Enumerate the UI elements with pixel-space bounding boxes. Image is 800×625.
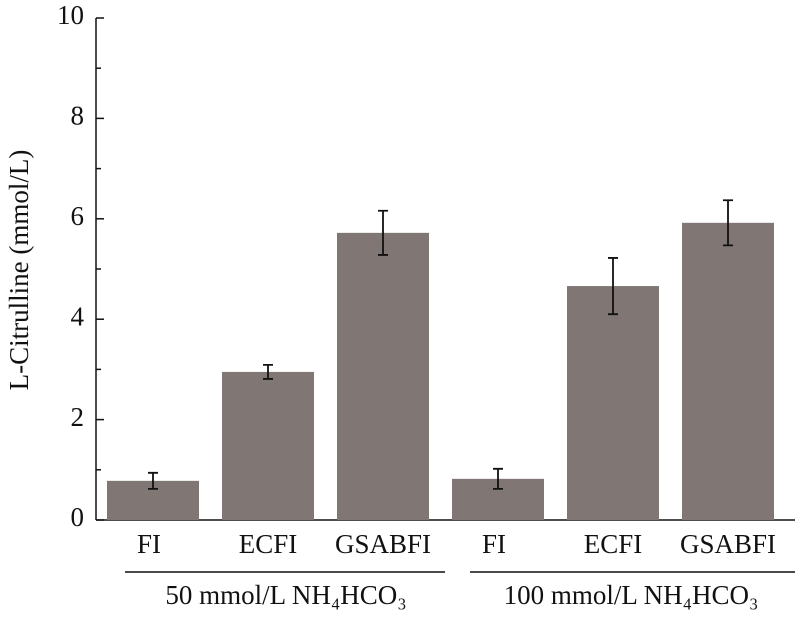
error-bar	[608, 257, 618, 316]
y-tick-label: 4	[71, 301, 85, 331]
y-axis-label: L-Citrulline (mmol/L)	[4, 150, 34, 391]
y-tick-label: 6	[71, 201, 85, 231]
group-label: 100 mmol/L NH₄HCO₃	[504, 580, 759, 610]
y-tick-label: 10	[57, 0, 84, 30]
error-bar	[723, 199, 733, 247]
x-tick-label: GSABFI	[680, 529, 776, 559]
x-tick-label: ECFI	[584, 529, 643, 559]
group-label: 50 mmol/L NH₄HCO₃	[165, 580, 406, 610]
bar	[222, 371, 314, 520]
bar	[337, 232, 429, 520]
x-tick-label: FI	[137, 529, 161, 559]
x-tick-label: FI	[482, 529, 506, 559]
x-tick-label: GSABFI	[335, 529, 431, 559]
error-bar	[263, 363, 273, 380]
bar	[567, 286, 659, 520]
y-tick-label: 0	[71, 502, 85, 532]
error-bar	[148, 471, 158, 490]
error-bar	[493, 467, 503, 490]
y-tick-label: 8	[71, 101, 85, 131]
error-bar	[378, 209, 388, 256]
x-tick-label: ECFI	[239, 529, 298, 559]
bar	[682, 222, 774, 521]
y-tick-label: 2	[71, 402, 85, 432]
